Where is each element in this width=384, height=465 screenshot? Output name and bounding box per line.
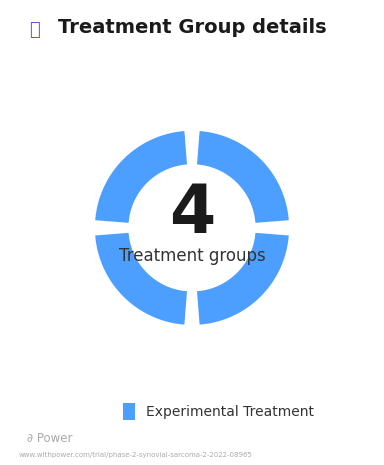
Text: 👥: 👥 [29,21,40,39]
Polygon shape [95,131,187,223]
Text: Treatment groups: Treatment groups [119,247,265,266]
Polygon shape [95,233,187,325]
Polygon shape [197,131,289,223]
Polygon shape [197,233,289,325]
Text: www.withpower.com/trial/phase-2-synovial-sarcoma-2-2022-08965: www.withpower.com/trial/phase-2-synovial… [19,452,253,458]
Text: ∂ Power: ∂ Power [27,432,72,445]
Text: Experimental Treatment: Experimental Treatment [146,405,314,418]
Text: Treatment Group details: Treatment Group details [58,18,326,37]
Text: 4: 4 [169,181,215,247]
